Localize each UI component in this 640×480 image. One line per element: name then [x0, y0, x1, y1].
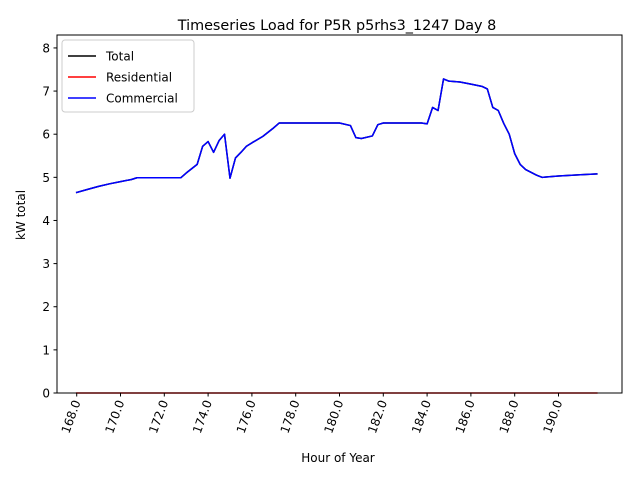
y-tick-label: 7 [42, 85, 50, 99]
x-tick-label: 186.0 [453, 398, 478, 435]
y-tick-label: 3 [42, 257, 50, 271]
y-axis-label: kW total [14, 190, 28, 240]
y-axis-ticks: 0 1 2 3 4 5 6 7 8 [42, 41, 57, 401]
y-tick-label: 4 [42, 214, 50, 228]
x-tick-label: 176.0 [234, 398, 259, 435]
x-tick-label: 180.0 [321, 398, 346, 435]
chart-title: Timeseries Load for P5R p5rhs3_1247 Day … [177, 18, 497, 34]
plot-area [75, 78, 598, 394]
y-tick-label: 1 [42, 343, 50, 357]
x-axis-ticks: 168.0 170.0 172.0 174.0 176.0 178.0 180.0 182.0… [59, 393, 565, 435]
x-tick-label: 184.0 [409, 398, 434, 435]
y-tick-label: 6 [42, 128, 50, 142]
x-tick-label: 170.0 [102, 398, 127, 435]
y-tick-label: 8 [42, 41, 50, 55]
legend-box [61, 39, 195, 113]
x-tick-label: 178.0 [278, 398, 303, 435]
x-tick-label: 182.0 [365, 398, 390, 435]
legend: Total Residential Commercial [61, 39, 195, 113]
x-axis-label: Hour of Year [301, 451, 375, 465]
legend-label-commercial: Commercial [106, 92, 178, 106]
series-line-commercial [75, 78, 598, 194]
x-tick-label: 168.0 [59, 398, 84, 435]
y-tick-label: 2 [42, 300, 50, 314]
legend-label-residential: Residential [106, 71, 172, 85]
x-tick-label: 188.0 [497, 398, 522, 435]
axes-frame [56, 34, 623, 394]
y-tick-label: 5 [42, 171, 50, 185]
y-tick-label: 0 [42, 387, 50, 401]
x-tick-label: 172.0 [146, 398, 171, 435]
x-tick-label: 174.0 [190, 398, 215, 435]
legend-label-total: Total [105, 50, 134, 64]
x-tick-label: 190.0 [540, 398, 565, 435]
